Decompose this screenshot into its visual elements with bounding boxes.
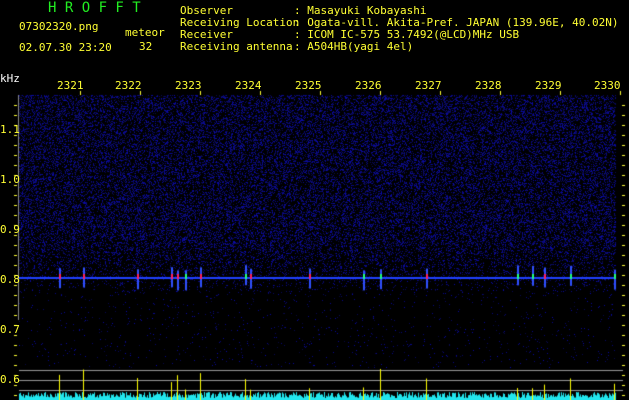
receiver-value: : ICOM IC-575 53.7492(@LCD)MHz USB [294,28,520,41]
receiver-label: Receiver [180,28,233,41]
x-tick-label: 2326 [355,79,382,92]
x-tick-label: 2327 [415,79,442,92]
y-tick-label: 0.9 [0,223,20,236]
x-tick-label: 2322 [115,79,142,92]
x-tick-label: 2321 [57,79,84,92]
x-tick-label: 2323 [175,79,202,92]
x-tick-label: 2328 [475,79,502,92]
filename: 07302320.png [19,20,99,33]
observer-value: : Masayuki Kobayashi [294,4,427,17]
location-label: Receiving Location [180,16,300,29]
y-tick-label: 1.1 [0,123,20,136]
app-title: H R O F F T [48,0,141,16]
antenna-value: : A504HB(yagi 4el) [294,40,414,53]
y-axis-unit: kHz [0,72,20,85]
x-tick-label: 2325 [295,79,322,92]
antenna-label: Receiving antenna [180,40,293,53]
y-tick-label: 0.6 [0,373,20,386]
y-tick-label: 1.0 [0,173,20,186]
observer-label: Observer [180,4,233,17]
meteor-label: meteor [125,26,165,39]
meteor-count: 32 [139,40,153,53]
location-value: : Ogata-vill. Akita-Pref. JAPAN (139.96E… [294,16,619,29]
datetime: 02.07.30 23:20 [19,41,112,54]
x-tick-label: 2329 [535,79,562,92]
y-tick-label: 0.8 [0,273,20,286]
x-tick-label: 2324 [235,79,262,92]
x-tick-label: 2330 [594,79,621,92]
y-tick-label: 0.7 [0,323,20,336]
